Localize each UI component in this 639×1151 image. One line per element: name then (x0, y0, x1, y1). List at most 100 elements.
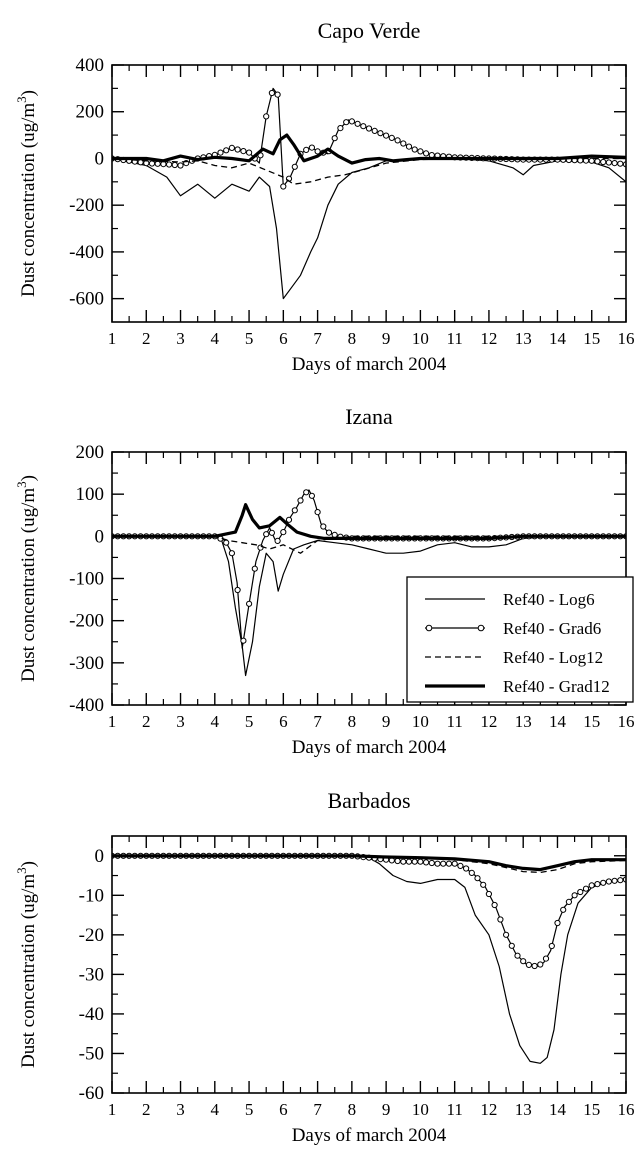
x-tick-label: 14 (549, 712, 567, 731)
x-tick-label: 11 (446, 1100, 462, 1119)
y-axis-label: Dust concentration (ug/m3) (14, 861, 39, 1068)
series-marker (280, 529, 287, 536)
x-tick-label: 10 (412, 712, 429, 731)
series-marker (263, 531, 270, 538)
x-tick-label: 14 (549, 1100, 567, 1119)
series-marker (525, 961, 533, 969)
x-tick-label: 2 (142, 1100, 151, 1119)
series-marker (588, 157, 595, 164)
series-marker (577, 888, 584, 896)
series-marker (297, 497, 304, 504)
y-tick-label: -200 (69, 611, 104, 632)
x-tick-label: 7 (313, 329, 322, 348)
series-marker (405, 858, 413, 865)
series-marker (228, 144, 235, 151)
y-tick-label: 0 (95, 148, 105, 169)
x-tick-label: 9 (382, 329, 391, 348)
series-marker (171, 161, 178, 169)
plot-area (112, 87, 626, 300)
series-marker (383, 132, 390, 139)
y-tick-label: 0 (95, 526, 105, 547)
series-line-thick (112, 503, 626, 540)
series-marker (600, 158, 607, 166)
series-marker (308, 492, 315, 499)
chart-title: Barbados (327, 788, 410, 813)
series-line-thick (112, 133, 626, 165)
series-marker (537, 961, 544, 968)
series-marker (417, 148, 424, 155)
series-marker (388, 134, 395, 141)
series-marker (274, 537, 281, 545)
series-marker (445, 860, 453, 867)
series-marker (360, 123, 367, 130)
series-marker (405, 143, 413, 150)
series-marker (457, 862, 464, 870)
series-marker (423, 150, 430, 157)
series-marker (240, 148, 247, 155)
legend-label: Ref40 - Grad12 (503, 677, 610, 696)
series-marker (451, 860, 458, 867)
x-tick-label: 4 (211, 329, 220, 348)
legend: Ref40 - Log6 Ref40 - Grad6 Ref40 - Log12 Re… (406, 576, 634, 703)
x-tick-label: 3 (176, 712, 185, 731)
x-tick-label: 8 (348, 1100, 357, 1119)
series-marker (394, 137, 401, 144)
series-marker (571, 892, 578, 899)
series-marker (365, 125, 373, 132)
x-tick-label: 15 (583, 1100, 600, 1119)
series-marker (263, 113, 270, 120)
x-tick-label: 6 (279, 712, 288, 731)
y-tick-label: -600 (69, 289, 104, 310)
series-marker (542, 955, 550, 962)
series-marker (354, 120, 361, 127)
legend-label: Ref40 - Grad6 (503, 619, 601, 638)
plot-area (112, 852, 626, 1064)
y-tick-label: 200 (76, 102, 105, 123)
series-line-circles (112, 855, 626, 968)
chart-title: Capo Verde (318, 18, 421, 43)
series-marker (520, 958, 527, 965)
series-marker (411, 858, 418, 865)
series-marker (314, 508, 321, 516)
legend-marker (425, 624, 433, 632)
x-tick-label: 6 (279, 329, 288, 348)
series-marker (560, 906, 567, 913)
legend-box (406, 576, 634, 703)
series-marker (468, 869, 475, 877)
x-tick-label: 5 (245, 1100, 254, 1119)
x-tick-label: 12 (480, 1100, 497, 1119)
legend-label: Ref40 - Log12 (503, 648, 603, 667)
series-marker (417, 858, 424, 865)
series-marker (611, 160, 618, 167)
y-tick-label: -10 (79, 885, 104, 906)
series-marker (217, 149, 224, 156)
x-tick-label: 4 (211, 1100, 220, 1119)
x-axis-label: Days of march 2004 (292, 737, 447, 758)
x-tick-label: 15 (583, 712, 600, 731)
series-marker (485, 890, 492, 898)
series-marker (240, 637, 247, 644)
series-marker (325, 529, 333, 536)
chart-title: Izana (345, 404, 393, 429)
series-marker (234, 146, 241, 153)
x-tick-label: 1 (108, 329, 117, 348)
x-tick-label: 8 (348, 712, 357, 731)
series-marker (223, 539, 230, 546)
legend-label: Ref40 - Log6 (503, 590, 595, 609)
y-tick-label: -40 (79, 1004, 104, 1025)
series-marker (400, 140, 407, 147)
series-marker (303, 146, 310, 153)
x-tick-label: 11 (446, 329, 462, 348)
series-line-circles (112, 87, 626, 188)
x-tick-label: 3 (176, 1100, 185, 1119)
x-tick-label: 12 (480, 712, 497, 731)
series-marker (548, 942, 555, 950)
series-marker (503, 931, 510, 938)
plot-area (112, 489, 626, 677)
series-marker (491, 901, 498, 909)
series-marker (166, 161, 173, 168)
series-marker (234, 586, 241, 594)
x-tick-label: 7 (313, 712, 322, 731)
